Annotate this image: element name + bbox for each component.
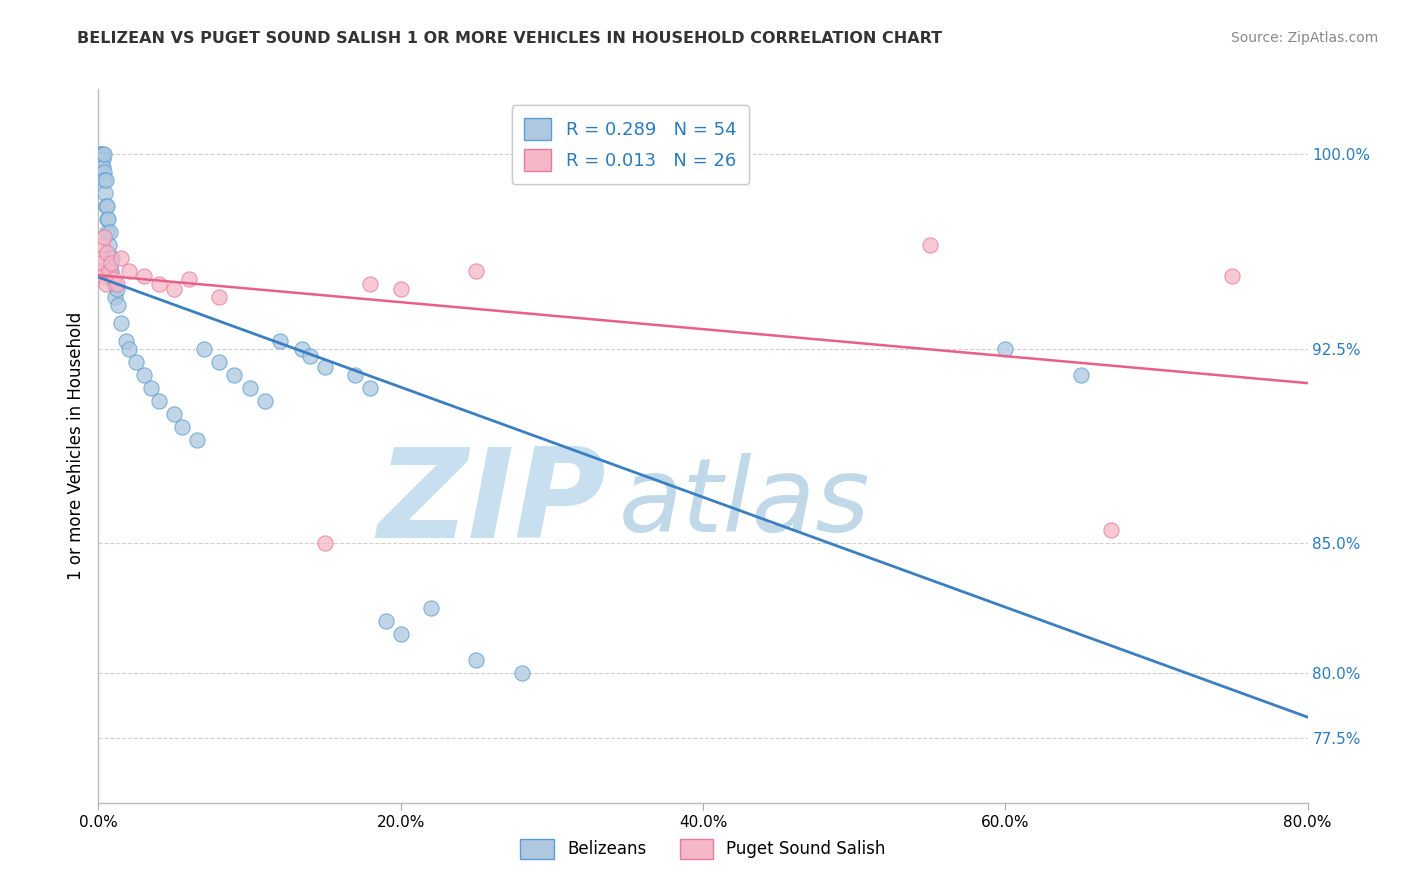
Point	[389, 282, 412, 296]
Point	[374, 614, 396, 628]
Point	[100, 251, 122, 265]
Text: Source: ZipAtlas.com: Source: ZipAtlas.com	[1230, 31, 1378, 45]
Legend: Belizeans, Puget Sound Salish: Belizeans, Puget Sound Salish	[513, 832, 893, 866]
Point	[91, 153, 114, 167]
Point	[1220, 268, 1243, 283]
Point	[90, 251, 112, 265]
Point	[110, 316, 132, 330]
Point	[96, 245, 118, 260]
Point	[98, 238, 121, 252]
Point	[98, 225, 121, 239]
Point	[98, 264, 121, 278]
Point	[224, 368, 246, 382]
Point	[208, 354, 231, 368]
Legend: R = 0.289   N = 54, R = 0.013   N = 26: R = 0.289 N = 54, R = 0.013 N = 26	[512, 105, 749, 184]
Point	[90, 160, 112, 174]
Text: BELIZEAN VS PUGET SOUND SALISH 1 OR MORE VEHICLES IN HOUSEHOLD CORRELATION CHART: BELIZEAN VS PUGET SOUND SALISH 1 OR MORE…	[77, 31, 942, 46]
Point	[96, 211, 118, 226]
Point	[291, 342, 314, 356]
Point	[299, 350, 322, 364]
Point	[93, 230, 115, 244]
Point	[93, 173, 115, 187]
Point	[148, 393, 170, 408]
Point	[918, 238, 941, 252]
Point	[360, 381, 382, 395]
Point	[510, 666, 533, 681]
Point	[90, 256, 112, 270]
Point	[91, 147, 114, 161]
Text: ZIP: ZIP	[378, 442, 606, 564]
Point	[103, 271, 125, 285]
Point	[125, 354, 148, 368]
Point	[118, 342, 141, 356]
Point	[163, 407, 186, 421]
Y-axis label: 1 or more Vehicles in Household: 1 or more Vehicles in Household	[66, 312, 84, 580]
Point	[465, 653, 488, 667]
Point	[389, 627, 412, 641]
Point	[89, 147, 111, 161]
Point	[163, 282, 186, 296]
Point	[97, 211, 120, 226]
Point	[1070, 368, 1092, 382]
Point	[107, 297, 129, 311]
Point	[114, 334, 136, 348]
Point	[132, 268, 155, 283]
Point	[90, 147, 112, 161]
Point	[96, 225, 118, 239]
Point	[89, 264, 111, 278]
Point	[253, 393, 276, 408]
Point	[208, 290, 231, 304]
Point	[91, 160, 114, 174]
Point	[314, 359, 336, 374]
Point	[94, 173, 117, 187]
Point	[94, 277, 117, 291]
Point	[94, 186, 117, 200]
Point	[110, 251, 132, 265]
Point	[93, 147, 115, 161]
Point	[1099, 524, 1122, 538]
Point	[94, 199, 117, 213]
Point	[994, 342, 1017, 356]
Point	[360, 277, 382, 291]
Point	[269, 334, 291, 348]
Point	[148, 277, 170, 291]
Point	[104, 290, 127, 304]
Point	[91, 268, 114, 283]
Point	[141, 381, 163, 395]
Point	[344, 368, 367, 382]
Point	[103, 277, 125, 291]
Point	[239, 381, 262, 395]
Point	[105, 282, 128, 296]
Point	[100, 256, 122, 270]
Point	[101, 251, 124, 265]
Point	[96, 199, 118, 213]
Point	[132, 368, 155, 382]
Point	[186, 433, 208, 447]
Point	[93, 165, 115, 179]
Point	[105, 277, 128, 291]
Point	[100, 264, 122, 278]
Point	[465, 264, 488, 278]
Point	[91, 238, 114, 252]
Point	[314, 536, 336, 550]
Point	[193, 342, 215, 356]
Point	[179, 271, 201, 285]
Point	[118, 264, 141, 278]
Text: atlas: atlas	[619, 453, 870, 553]
Point	[420, 601, 443, 615]
Point	[90, 153, 112, 167]
Point	[170, 419, 193, 434]
